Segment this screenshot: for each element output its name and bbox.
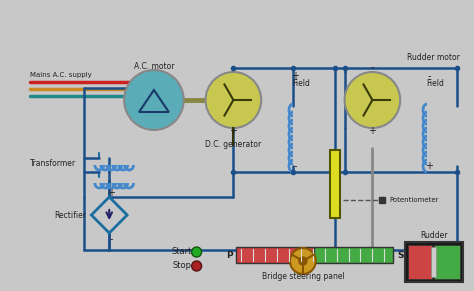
Text: -: - — [232, 62, 235, 72]
Text: -: - — [427, 71, 431, 81]
Circle shape — [191, 247, 201, 257]
Text: Field: Field — [426, 79, 444, 88]
Text: Bridge steering panel: Bridge steering panel — [262, 272, 344, 281]
Bar — [431, 247, 436, 277]
Bar — [314, 247, 393, 263]
Text: Transformer: Transformer — [30, 159, 76, 168]
Text: Field: Field — [292, 79, 310, 88]
Bar — [330, 150, 340, 218]
Circle shape — [206, 72, 261, 128]
Text: -: - — [109, 234, 113, 244]
Text: Stop: Stop — [173, 262, 191, 271]
Bar — [405, 242, 463, 282]
Circle shape — [345, 72, 400, 128]
Text: P: P — [226, 251, 232, 260]
Text: A.C. motor: A.C. motor — [134, 62, 174, 71]
Text: Start: Start — [171, 248, 191, 256]
Circle shape — [124, 70, 184, 130]
Text: Potentiometer: Potentiometer — [389, 197, 439, 203]
Text: -: - — [371, 62, 374, 72]
Text: Rectifier: Rectifier — [55, 210, 87, 219]
Bar — [408, 245, 432, 279]
Text: +: + — [107, 188, 115, 198]
Text: -: - — [293, 161, 297, 171]
Circle shape — [191, 261, 201, 271]
Circle shape — [290, 248, 316, 274]
Text: +: + — [229, 126, 237, 136]
Text: +: + — [291, 71, 299, 81]
Text: Rudder motor: Rudder motor — [407, 52, 460, 61]
Text: Rudder: Rudder — [420, 232, 448, 240]
Circle shape — [299, 257, 307, 265]
Text: +: + — [425, 161, 433, 171]
Text: S: S — [397, 251, 404, 260]
Text: Mains A.C. supply: Mains A.C. supply — [30, 72, 91, 78]
Text: D.C. generator: D.C. generator — [205, 140, 262, 149]
Bar — [434, 245, 460, 279]
Text: +: + — [368, 126, 376, 136]
Bar — [237, 247, 314, 263]
